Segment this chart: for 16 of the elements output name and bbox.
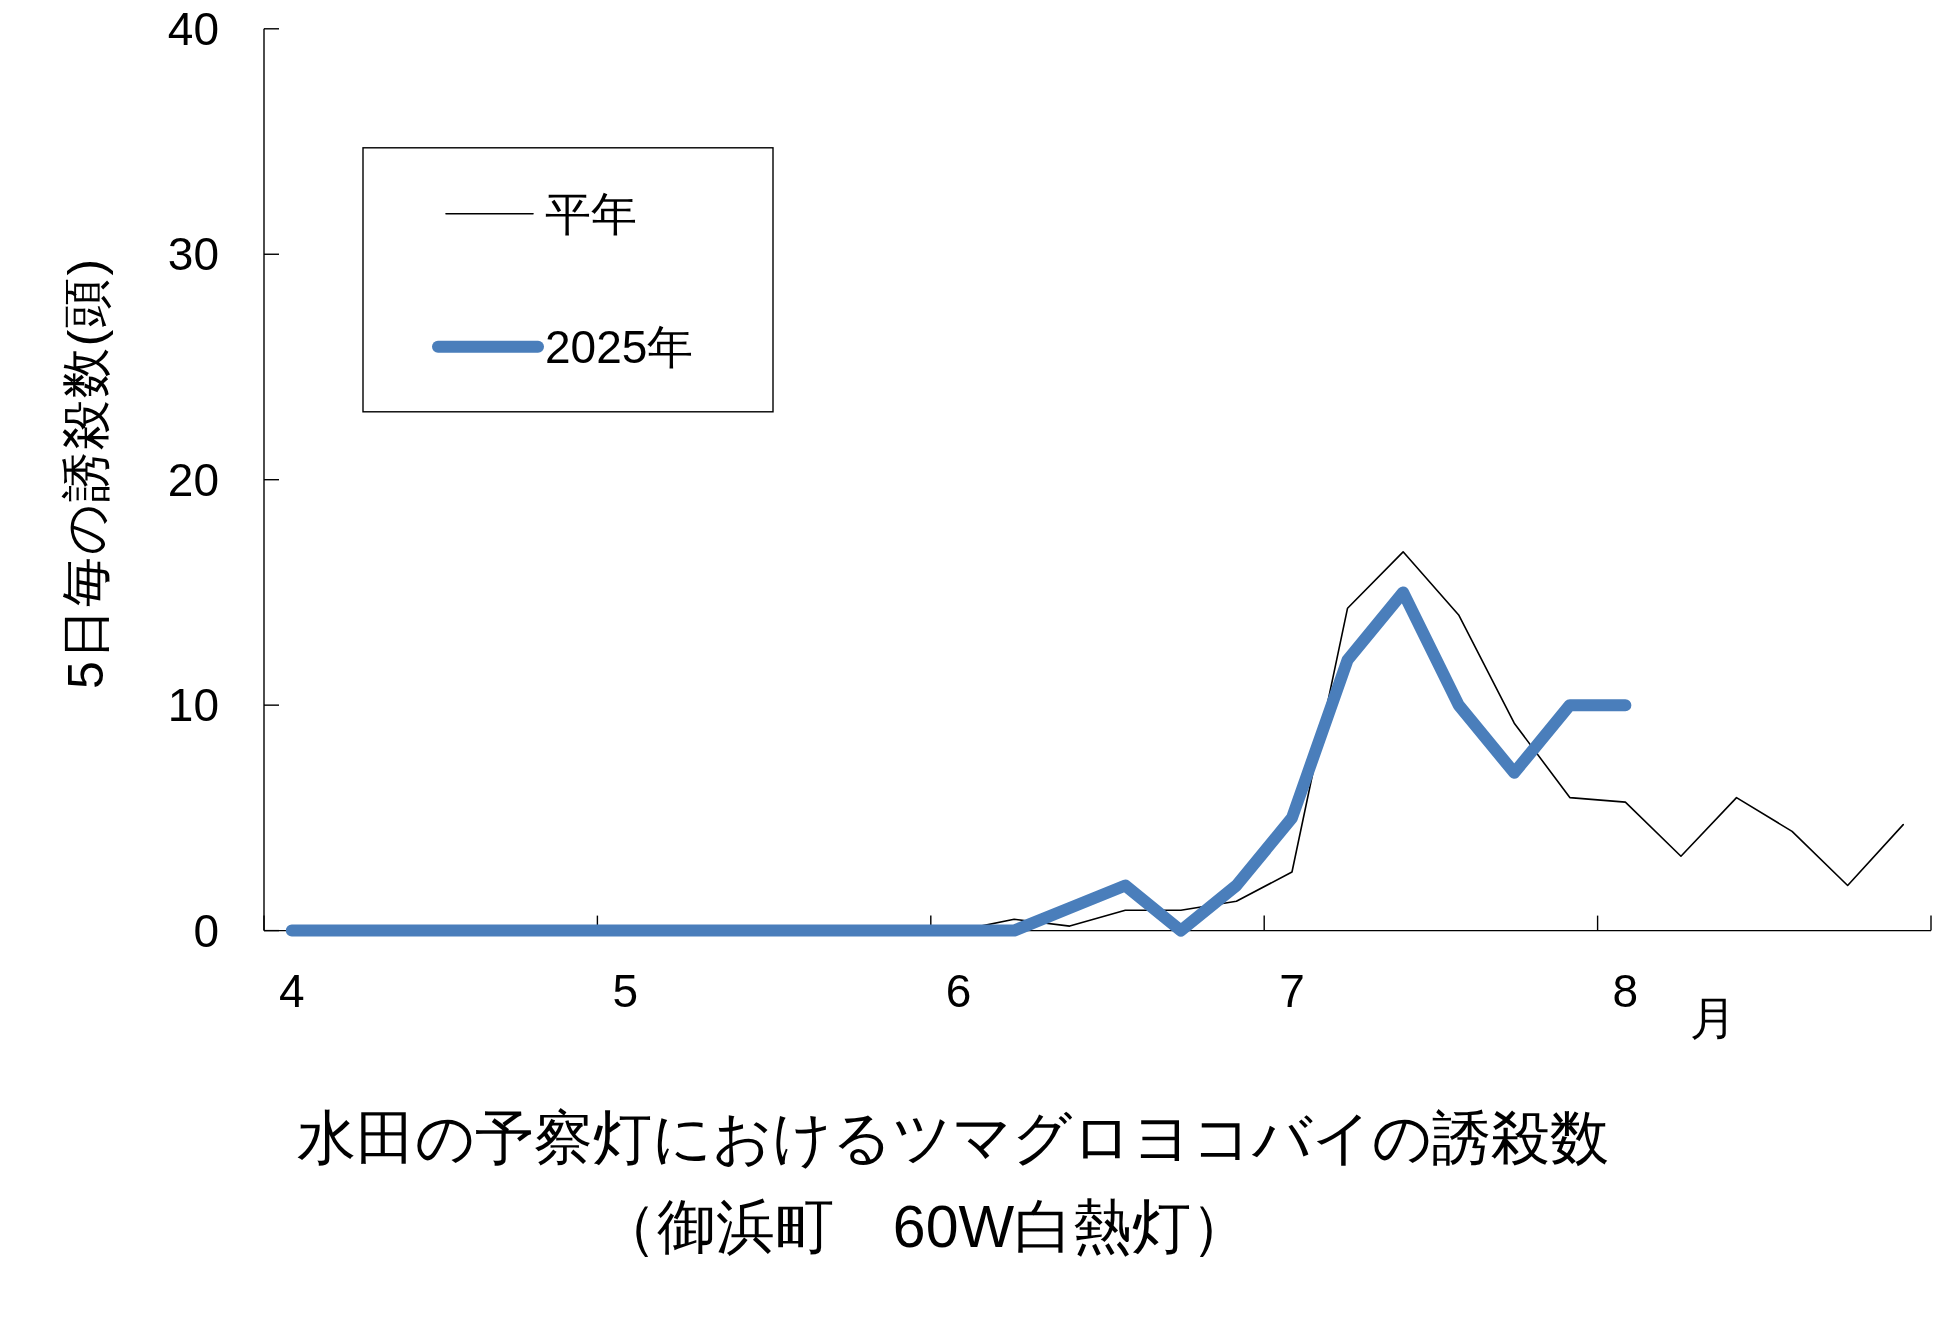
text: （御浜町 60W白熱灯） [597, 1194, 1251, 1260]
legend-label: 2025年 [545, 320, 694, 373]
x-tick-label: 4 [278, 965, 305, 1017]
x-tick-label: 8 [1612, 965, 1639, 1017]
legend-label: 平年 [545, 187, 637, 240]
y-axis-title: 5日毎の誘殺数(頭) [58, 256, 114, 690]
x-tick-label: 6 [945, 965, 972, 1017]
text: 水田の予察灯におけるツマグロヨコバイの誘殺数 [297, 1105, 1609, 1171]
x-tick-label: 7 [1279, 965, 1305, 1017]
x-axis-title: 月 [1690, 992, 1736, 1044]
y-tick-label: 30 [167, 228, 219, 281]
y-tick-label: 40 [167, 2, 219, 55]
y-tick-label: 20 [167, 453, 219, 506]
y-tick-label: 10 [167, 679, 219, 732]
y-tick-label: 0 [193, 904, 219, 957]
x-tick-label: 5 [612, 965, 638, 1017]
